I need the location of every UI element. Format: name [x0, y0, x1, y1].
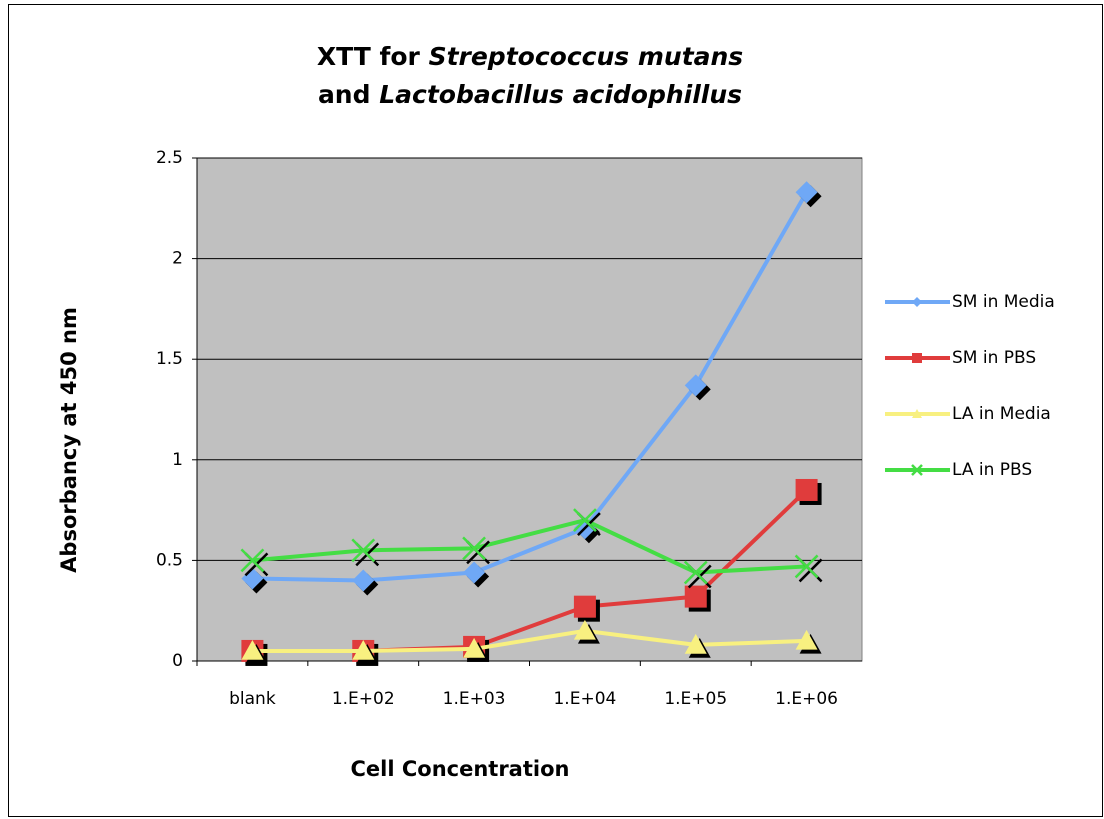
- marker: [351, 538, 376, 563]
- x-tick-label: 1.E+03: [443, 689, 506, 709]
- marker: [573, 508, 597, 533]
- title-part: XTT for: [317, 42, 429, 71]
- y-axis-title: Absorbancy at 450 nm: [57, 307, 81, 573]
- data-point: [352, 569, 379, 596]
- legend-marker: [911, 464, 923, 476]
- data-point: [463, 561, 490, 588]
- data-point: [351, 538, 380, 567]
- legend-label: LA in Media: [952, 404, 1051, 424]
- x-tick-label: blank: [229, 689, 276, 709]
- legend-label: LA in PBS: [952, 460, 1032, 480]
- y-tick-label: 2.5: [156, 148, 183, 168]
- marker: [795, 478, 818, 501]
- data-point: [795, 181, 822, 208]
- data-point: [683, 560, 712, 589]
- series-line: [252, 191, 809, 583]
- y-tick-label: 1: [172, 450, 183, 470]
- marker: [463, 637, 486, 658]
- data-point: [352, 639, 379, 664]
- marker: [684, 585, 707, 608]
- data-point: [462, 536, 490, 565]
- legend-label: SM in Media: [952, 292, 1055, 312]
- data-point: [463, 637, 490, 662]
- legend-marker: [912, 297, 922, 307]
- x-tick-label: 1.E+06: [775, 689, 838, 709]
- x-tick-label: 1.E+04: [553, 689, 616, 709]
- data-point: [573, 595, 600, 622]
- chart-title: and Lactobacillus acidophillus: [318, 80, 742, 109]
- data-point: [573, 508, 601, 537]
- marker: [573, 619, 596, 640]
- x-tick-label: 1.E+05: [664, 689, 727, 709]
- chart-title: XTT for Streptococcus mutans: [317, 42, 743, 71]
- data-point: [794, 554, 823, 583]
- y-tick-label: 1.5: [156, 349, 183, 369]
- y-tick-label: 0.5: [156, 550, 183, 570]
- title-part: and: [318, 80, 379, 109]
- series-line: [252, 628, 807, 653]
- data-point: [684, 585, 711, 612]
- marker: [794, 554, 819, 579]
- marker: [795, 181, 818, 204]
- marker: [684, 633, 707, 654]
- data-point: [795, 478, 822, 505]
- title-part: Streptococcus mutans: [429, 42, 744, 71]
- title-part: Lactobacillus acidophillus: [379, 80, 742, 109]
- marker: [573, 595, 596, 618]
- marker: [462, 536, 486, 561]
- data-point: [795, 629, 822, 654]
- marker: [241, 639, 264, 660]
- data-point: [684, 633, 711, 658]
- y-tick-label: 0: [172, 651, 183, 671]
- x-tick-label: 1.E+02: [332, 689, 395, 709]
- y-tick-label: 2: [172, 249, 183, 269]
- plot-area: [196, 157, 863, 662]
- legend-label: SM in PBS: [952, 348, 1036, 368]
- x-axis-title: Cell Concentration: [351, 757, 570, 781]
- data-point: [573, 619, 600, 644]
- legend-marker: [912, 409, 922, 418]
- marker: [240, 548, 265, 573]
- marker: [683, 560, 708, 585]
- series-line: [252, 518, 807, 575]
- legend-marker: [912, 353, 922, 363]
- marker: [352, 569, 375, 592]
- data-point: [684, 374, 711, 401]
- data-point: [240, 548, 269, 577]
- marker: [684, 374, 707, 397]
- marker: [352, 639, 375, 660]
- data-point: [241, 639, 268, 664]
- marker: [795, 629, 818, 650]
- marker: [463, 561, 486, 584]
